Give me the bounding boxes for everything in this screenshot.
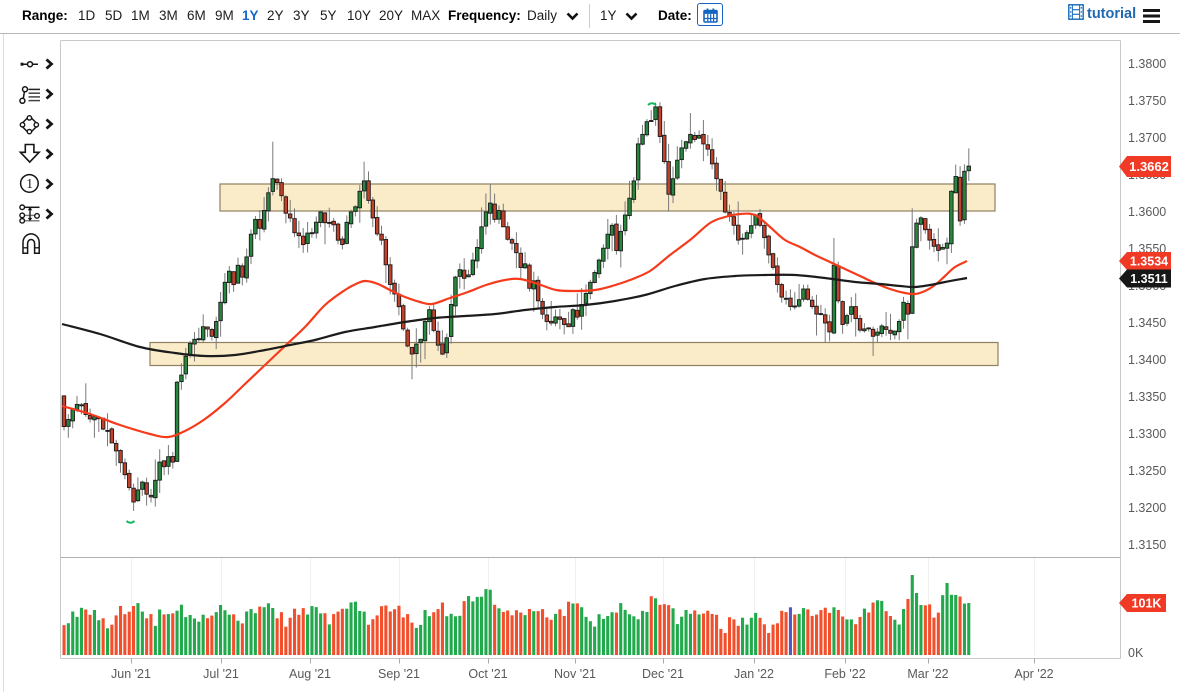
svg-text:1.3300: 1.3300	[1128, 427, 1166, 441]
svg-text:1.3350: 1.3350	[1128, 390, 1166, 404]
svg-text:1.3800: 1.3800	[1128, 57, 1166, 71]
svg-text:Oct '21: Oct '21	[468, 667, 507, 681]
svg-text:Mar '22: Mar '22	[907, 667, 948, 681]
svg-text:1.3700: 1.3700	[1128, 131, 1166, 145]
svg-text:101K: 101K	[1132, 597, 1162, 611]
svg-text:1.3150: 1.3150	[1128, 538, 1166, 552]
svg-text:1.3534: 1.3534	[1130, 255, 1168, 269]
svg-text:Apr '22: Apr '22	[1014, 667, 1053, 681]
svg-text:1.3200: 1.3200	[1128, 501, 1166, 515]
svg-text:1.3450: 1.3450	[1128, 316, 1166, 330]
svg-text:Jul '21: Jul '21	[203, 667, 239, 681]
svg-text:Jan '22: Jan '22	[734, 667, 774, 681]
svg-text:1.3600: 1.3600	[1128, 205, 1166, 219]
svg-text:Nov '21: Nov '21	[554, 667, 596, 681]
svg-text:1.3400: 1.3400	[1128, 353, 1166, 367]
svg-text:1.3750: 1.3750	[1128, 94, 1166, 108]
svg-text:Jun '21: Jun '21	[111, 667, 151, 681]
svg-text:Aug '21: Aug '21	[289, 667, 331, 681]
svg-text:1.3511: 1.3511	[1130, 272, 1168, 286]
svg-text:Dec '21: Dec '21	[642, 667, 684, 681]
svg-text:1: 1	[26, 176, 33, 191]
svg-text:Sep '21: Sep '21	[378, 667, 420, 681]
svg-text:1.3250: 1.3250	[1128, 464, 1166, 478]
svg-text:1.3662: 1.3662	[1129, 159, 1169, 174]
svg-text:0K: 0K	[1128, 646, 1144, 660]
svg-text:Feb '22: Feb '22	[824, 667, 865, 681]
